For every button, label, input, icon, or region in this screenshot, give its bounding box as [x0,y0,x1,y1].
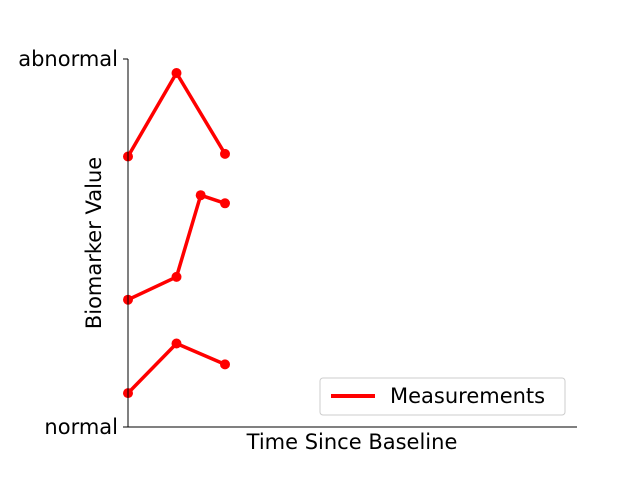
y-tick-label: normal [44,415,118,439]
data-point [220,148,230,159]
series-line [127,193,226,302]
data-point [195,190,206,201]
y-ticks: normal abnormal [18,47,128,439]
legend-box [319,377,566,416]
series-line [126,71,227,158]
legend: Measurements [319,377,566,416]
series-2 [123,190,230,305]
data-point [220,198,230,209]
data-point [171,68,182,78]
series-layer [123,68,230,399]
y-tick-label: abnormal [18,47,118,71]
y-axis-label: Biomarker Value [82,157,106,329]
series-3 [123,338,230,399]
data-point [171,271,182,282]
series-line [126,341,226,395]
legend-label-measurements: Measurements [390,384,545,408]
data-point [220,359,230,370]
x-axis-label: Time Since Baseline [246,430,458,454]
data-point [171,338,182,349]
series-1 [123,68,230,162]
